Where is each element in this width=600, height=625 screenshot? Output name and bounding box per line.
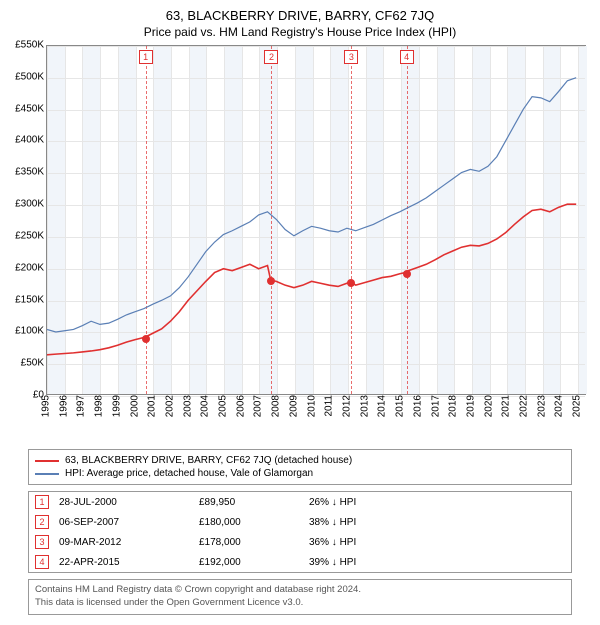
transaction-price: £178,000: [199, 537, 299, 548]
x-tick-label: 1998: [94, 395, 105, 417]
y-tick-label: £250K: [15, 230, 44, 241]
x-tick-label: 1997: [76, 395, 87, 417]
transaction-marker-box: 2: [35, 515, 49, 529]
legend-label: HPI: Average price, detached house, Vale…: [65, 468, 313, 479]
y-tick-label: £450K: [15, 103, 44, 114]
y-tick-label: £100K: [15, 326, 44, 337]
transaction-date: 09-MAR-2012: [59, 537, 189, 548]
transaction-date: 28-JUL-2000: [59, 497, 189, 508]
line-layer: [47, 46, 585, 394]
chart-title: 63, BLACKBERRY DRIVE, BARRY, CF62 7JQ: [0, 0, 600, 23]
footer-line: Contains HM Land Registry data © Crown c…: [35, 584, 565, 597]
footer-line: This data is licensed under the Open Gov…: [35, 597, 565, 610]
x-tick-label: 2018: [448, 395, 459, 417]
transaction-diff: 39% ↓ HPI: [309, 557, 429, 568]
transaction-diff: 26% ↓ HPI: [309, 497, 429, 508]
sale-marker-box: 1: [139, 50, 153, 64]
x-tick-label: 2021: [501, 395, 512, 417]
x-tick-label: 2000: [129, 395, 140, 417]
transaction-price: £192,000: [199, 557, 299, 568]
x-tick-label: 2005: [218, 395, 229, 417]
x-tick-label: 1995: [41, 395, 52, 417]
transaction-diff: 36% ↓ HPI: [309, 537, 429, 548]
x-tick-label: 2013: [359, 395, 370, 417]
x-tick-label: 2024: [554, 395, 565, 417]
x-tick-label: 2016: [412, 395, 423, 417]
x-tick-label: 2010: [306, 395, 317, 417]
x-tick-label: 2022: [519, 395, 530, 417]
transaction-row: 2 06-SEP-2007 £180,000 38% ↓ HPI: [29, 512, 571, 532]
x-tick-label: 2007: [253, 395, 264, 417]
transaction-marker-box: 4: [35, 555, 49, 569]
y-tick-label: £350K: [15, 167, 44, 178]
transaction-row: 3 09-MAR-2012 £178,000 36% ↓ HPI: [29, 532, 571, 552]
x-tick-label: 2006: [235, 395, 246, 417]
sale-marker-dot: [267, 277, 275, 285]
x-tick-label: 2012: [341, 395, 352, 417]
legend: 63, BLACKBERRY DRIVE, BARRY, CF62 7JQ (d…: [28, 449, 572, 485]
series-line-hpi: [47, 78, 576, 332]
x-tick-label: 2019: [465, 395, 476, 417]
transaction-row: 1 28-JUL-2000 £89,950 26% ↓ HPI: [29, 492, 571, 512]
transaction-price: £180,000: [199, 517, 299, 528]
y-tick-label: £200K: [15, 262, 44, 273]
transaction-diff: 38% ↓ HPI: [309, 517, 429, 528]
y-tick-label: £50K: [21, 358, 44, 369]
y-tick-label: £500K: [15, 71, 44, 82]
x-tick-label: 2014: [377, 395, 388, 417]
x-axis: 1995199619971998199920002001200220032004…: [46, 395, 586, 445]
x-tick-label: 2015: [395, 395, 406, 417]
x-tick-label: 1999: [111, 395, 122, 417]
sale-marker-dot: [347, 279, 355, 287]
x-tick-label: 2001: [147, 395, 158, 417]
y-axis: £0£50K£100K£150K£200K£250K£300K£350K£400…: [0, 45, 46, 395]
legend-label: 63, BLACKBERRY DRIVE, BARRY, CF62 7JQ (d…: [65, 455, 352, 466]
sale-marker-box: 3: [344, 50, 358, 64]
sale-marker-dot: [403, 270, 411, 278]
chart: £0£50K£100K£150K£200K£250K£300K£350K£400…: [0, 45, 600, 445]
x-tick-label: 2017: [430, 395, 441, 417]
legend-swatch: [35, 460, 59, 462]
legend-row: 63, BLACKBERRY DRIVE, BARRY, CF62 7JQ (d…: [35, 454, 565, 467]
x-tick-label: 2003: [182, 395, 193, 417]
x-tick-label: 2004: [200, 395, 211, 417]
y-tick-label: £300K: [15, 199, 44, 210]
transaction-date: 06-SEP-2007: [59, 517, 189, 528]
x-tick-label: 2002: [164, 395, 175, 417]
transaction-marker-box: 1: [35, 495, 49, 509]
x-tick-label: 2011: [324, 395, 335, 417]
transaction-price: £89,950: [199, 497, 299, 508]
chart-subtitle: Price paid vs. HM Land Registry's House …: [0, 23, 600, 45]
sale-marker-box: 4: [400, 50, 414, 64]
x-tick-label: 2025: [572, 395, 583, 417]
x-tick-label: 2023: [536, 395, 547, 417]
x-tick-label: 2009: [288, 395, 299, 417]
transactions-table: 1 28-JUL-2000 £89,950 26% ↓ HPI 2 06-SEP-2007…: [28, 491, 572, 573]
y-tick-label: £150K: [15, 294, 44, 305]
y-tick-label: £400K: [15, 135, 44, 146]
sale-marker-dot: [142, 335, 150, 343]
y-tick-label: £550K: [15, 40, 44, 51]
x-tick-label: 2020: [483, 395, 494, 417]
transaction-date: 22-APR-2015: [59, 557, 189, 568]
legend-swatch: [35, 473, 59, 475]
transaction-marker-box: 3: [35, 535, 49, 549]
plot-area: 1 2 3 4: [46, 45, 586, 395]
x-tick-label: 2008: [271, 395, 282, 417]
legend-row: HPI: Average price, detached house, Vale…: [35, 467, 565, 480]
x-tick-label: 1996: [58, 395, 69, 417]
sale-marker-box: 2: [264, 50, 278, 64]
footer-note: Contains HM Land Registry data © Crown c…: [28, 579, 572, 615]
transaction-row: 4 22-APR-2015 £192,000 39% ↓ HPI: [29, 552, 571, 572]
